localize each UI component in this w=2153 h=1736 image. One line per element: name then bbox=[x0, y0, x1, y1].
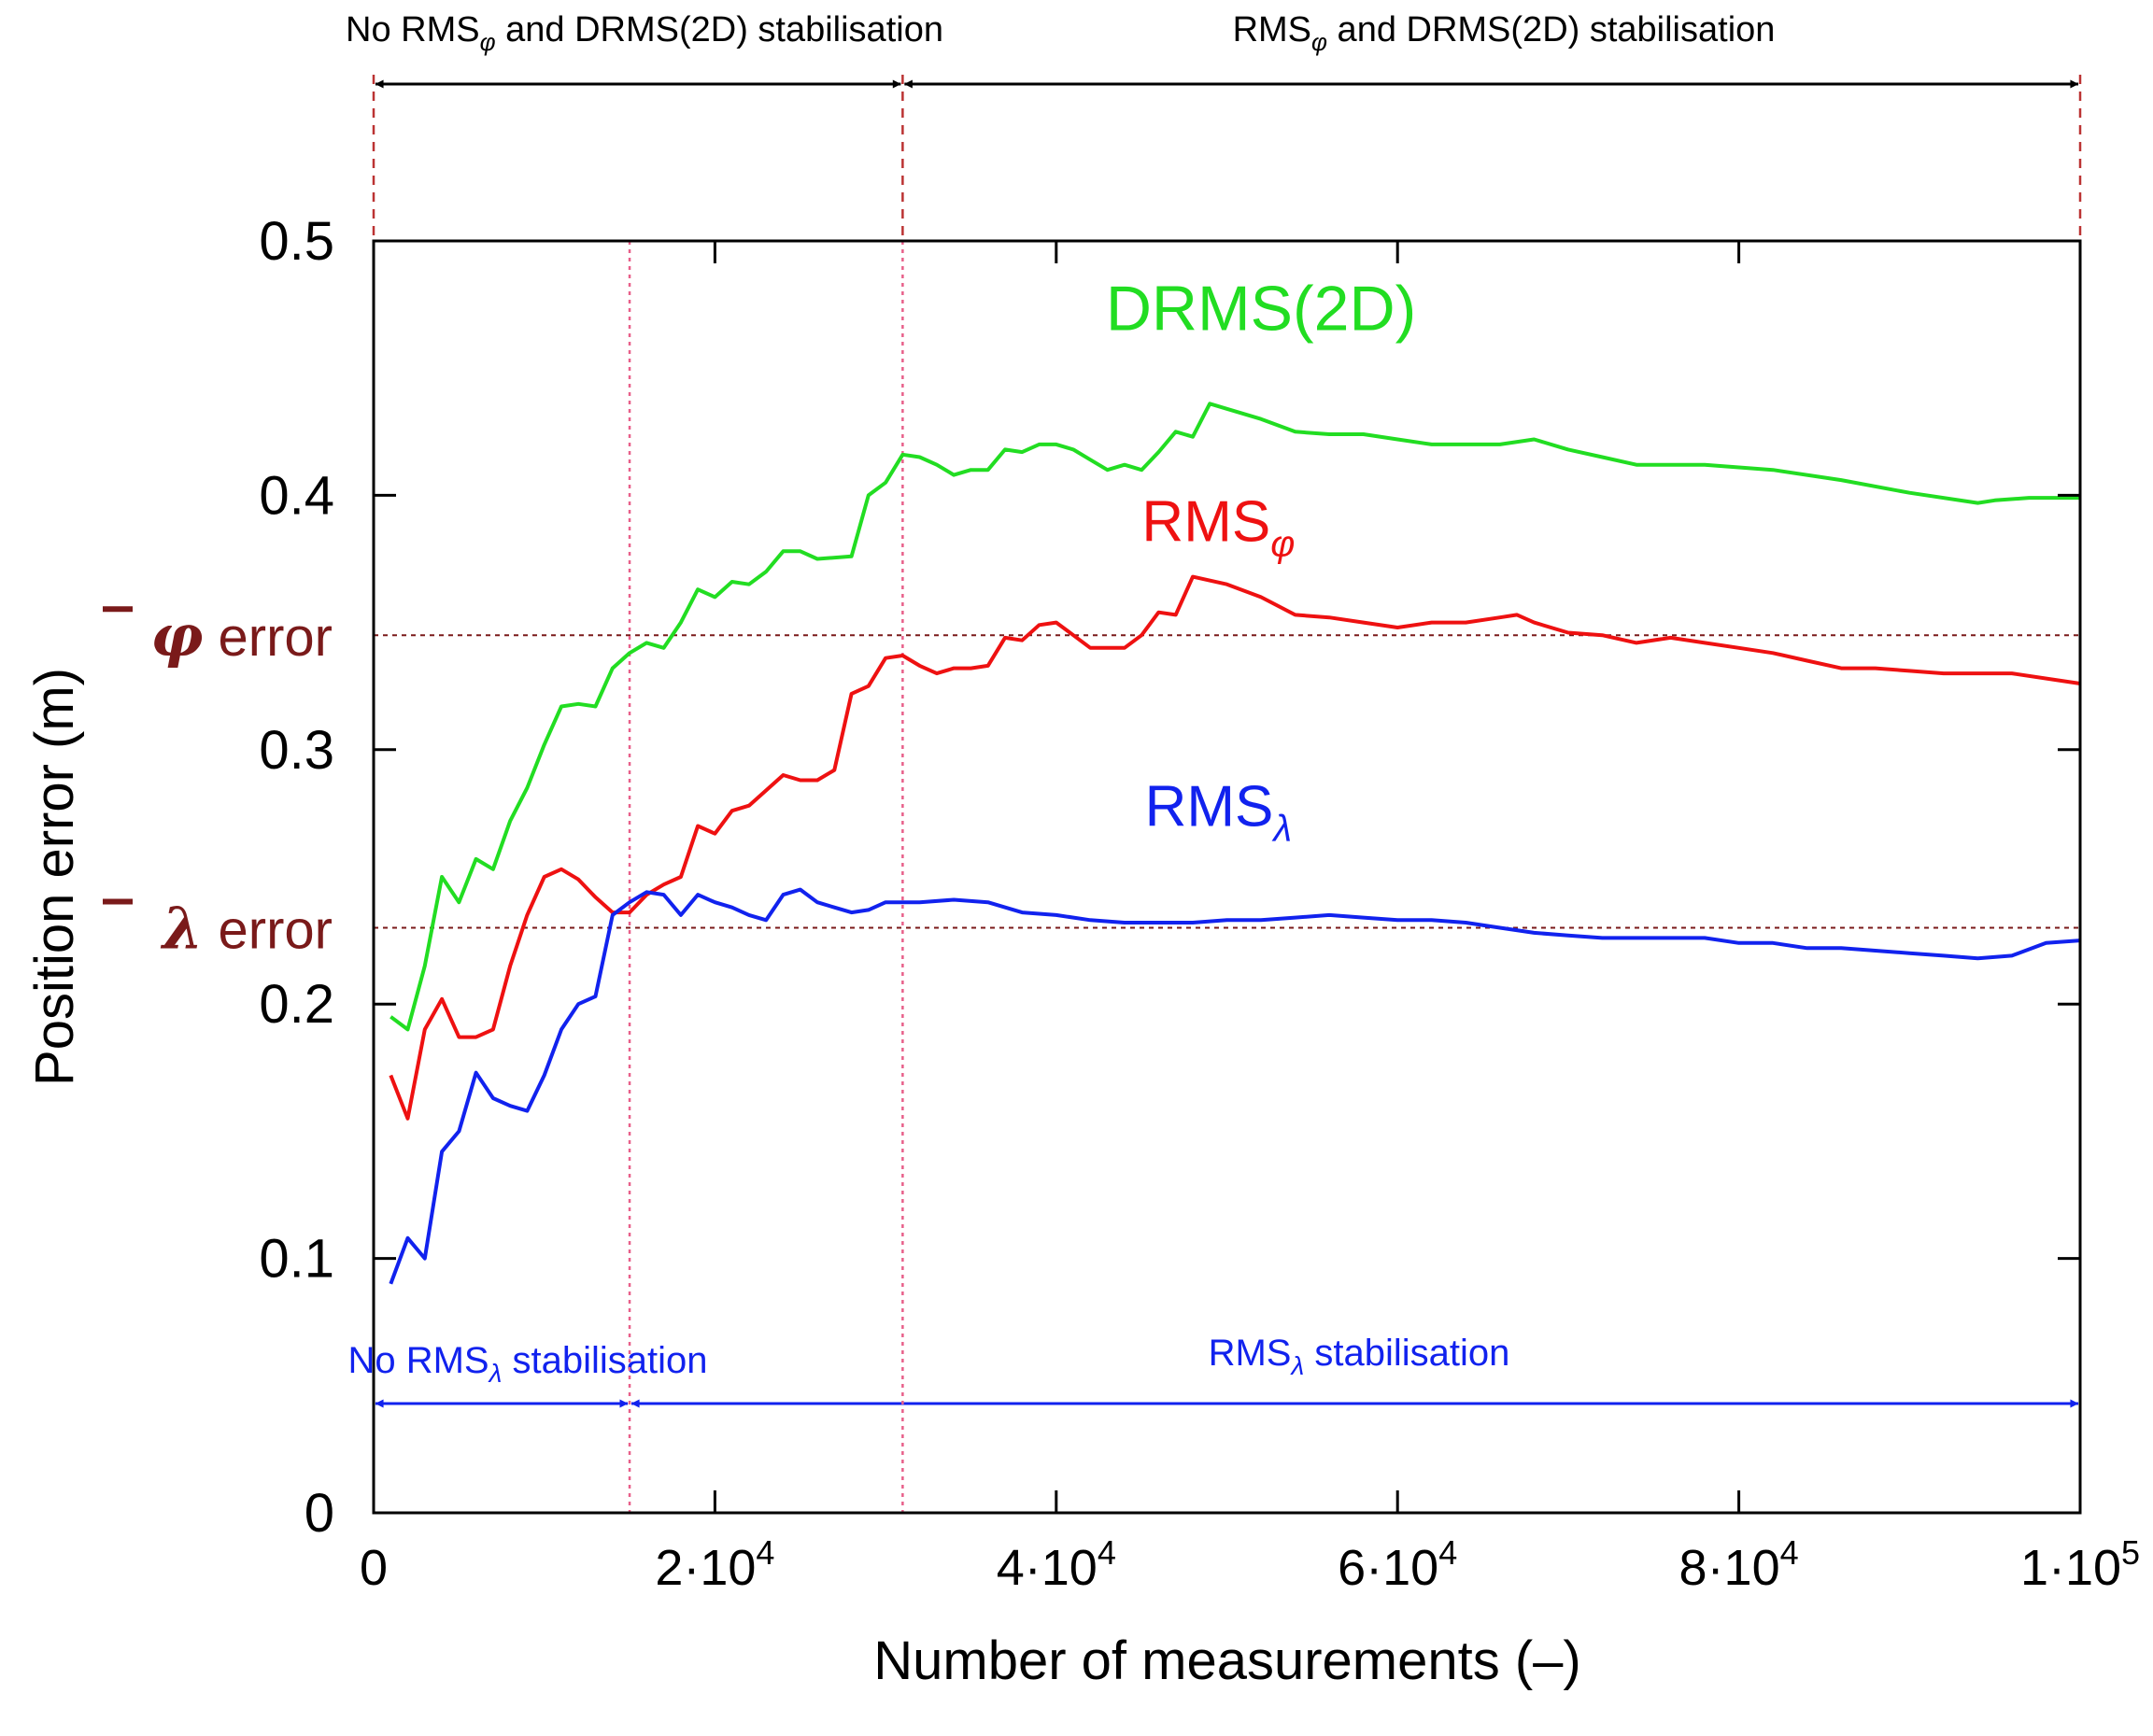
top-region-label-post: and DRMS(2D) stabilisation bbox=[1327, 10, 1775, 49]
top-region-label-sub: φ bbox=[1311, 28, 1327, 56]
series-label-base: RMS bbox=[1145, 775, 1274, 840]
y-tick-label: 0.1 bbox=[259, 1229, 334, 1290]
x-tick-label-base: 2·10 bbox=[655, 1540, 756, 1596]
x-tick-label-base: 0 bbox=[360, 1540, 388, 1596]
series-line-rms- bbox=[389, 887, 2081, 1285]
top-region-label-post: and DRMS(2D) stabilisation bbox=[496, 10, 943, 49]
bottom-region-label-sub: λ bbox=[1289, 1351, 1304, 1380]
bottom-region-label-sub: λ bbox=[488, 1359, 503, 1388]
series-label-base: RMS bbox=[1141, 489, 1270, 554]
reference-label-symbol: φ bbox=[150, 601, 203, 670]
series-label: RMSφ bbox=[1141, 489, 1295, 564]
axes bbox=[372, 239, 2082, 1515]
reference-label: λ error bbox=[160, 894, 333, 962]
x-tick-label: 6·104 bbox=[1338, 1533, 1457, 1596]
series-line-rms- bbox=[389, 574, 2081, 1121]
x-axis-label: Number of measurements (–) bbox=[873, 1630, 1580, 1691]
y-tick-label: 0 bbox=[305, 1483, 334, 1544]
bottom-region-label: RMSλ stabilisation bbox=[1209, 1333, 1510, 1380]
x-tick-label-base: 1·10 bbox=[2020, 1540, 2121, 1596]
reference-label-symbol: λ bbox=[160, 894, 203, 962]
bottom-region-label-pre: No RMS bbox=[347, 1340, 489, 1381]
region-annotations: No RMSφ and DRMS(2D) stabilisation RMSφ a… bbox=[346, 10, 2079, 1408]
reference-label-text: error bbox=[203, 899, 333, 960]
x-tick-label: 1·105 bbox=[2020, 1533, 2140, 1596]
ticks: 0 2·104 4·104 6·104 8·104 1·10500.10.20.30.40… bbox=[259, 211, 2140, 1596]
series-label: DRMS(2D) bbox=[1106, 273, 1416, 344]
bottom-region-label-post: stabilisation bbox=[502, 1340, 707, 1381]
plot-frame bbox=[372, 239, 2082, 1515]
y-tick-label: 0.3 bbox=[259, 720, 334, 781]
top-region-label-pre: No RMS bbox=[346, 10, 480, 49]
bottom-region-label-post: stabilisation bbox=[1304, 1333, 1509, 1374]
x-tick-label: 2·104 bbox=[655, 1533, 774, 1596]
series-label-base: DRMS(2D) bbox=[1106, 273, 1416, 344]
bottom-region-label: No RMSλ stabilisation bbox=[347, 1340, 707, 1388]
x-tick-label: 4·104 bbox=[997, 1533, 1116, 1596]
x-tick-label: 0 bbox=[360, 1540, 388, 1596]
y-tick-label: 0.5 bbox=[259, 211, 334, 272]
top-region-label-sub: φ bbox=[480, 28, 496, 56]
x-tick-label: 8·104 bbox=[1679, 1533, 1799, 1596]
series-line-drms-2d- bbox=[390, 402, 2080, 1032]
series-label-sub: φ bbox=[1270, 523, 1295, 564]
reference-label-text: error bbox=[203, 607, 333, 668]
x-tick-label-exponent: 4 bbox=[1098, 1533, 1116, 1572]
data-series bbox=[389, 402, 2081, 1285]
x-tick-label-exponent: 4 bbox=[1438, 1533, 1457, 1572]
top-region-label: RMSφ and DRMS(2D) stabilisation bbox=[1233, 10, 1776, 56]
x-tick-label-exponent: 5 bbox=[2121, 1533, 2140, 1572]
x-tick-label-base: 4·10 bbox=[997, 1540, 1098, 1596]
series-label: RMSλ bbox=[1145, 775, 1292, 850]
x-tick-label-base: 6·10 bbox=[1338, 1540, 1438, 1596]
bottom-region-label-pre: RMS bbox=[1209, 1333, 1292, 1374]
x-tick-label-exponent: 4 bbox=[756, 1533, 774, 1572]
x-tick-label-base: 8·10 bbox=[1679, 1540, 1780, 1596]
x-tick-label-exponent: 4 bbox=[1780, 1533, 1799, 1572]
y-tick-label: 0.2 bbox=[259, 974, 334, 1035]
reference-label: φ error bbox=[150, 601, 333, 670]
top-region-label-pre: RMS bbox=[1233, 10, 1311, 49]
y-tick-label: 0.4 bbox=[259, 465, 334, 526]
top-region-label: No RMSφ and DRMS(2D) stabilisation bbox=[346, 10, 943, 56]
series-label-sub: λ bbox=[1271, 809, 1292, 850]
y-axis-label: Position error (m) bbox=[24, 668, 85, 1086]
